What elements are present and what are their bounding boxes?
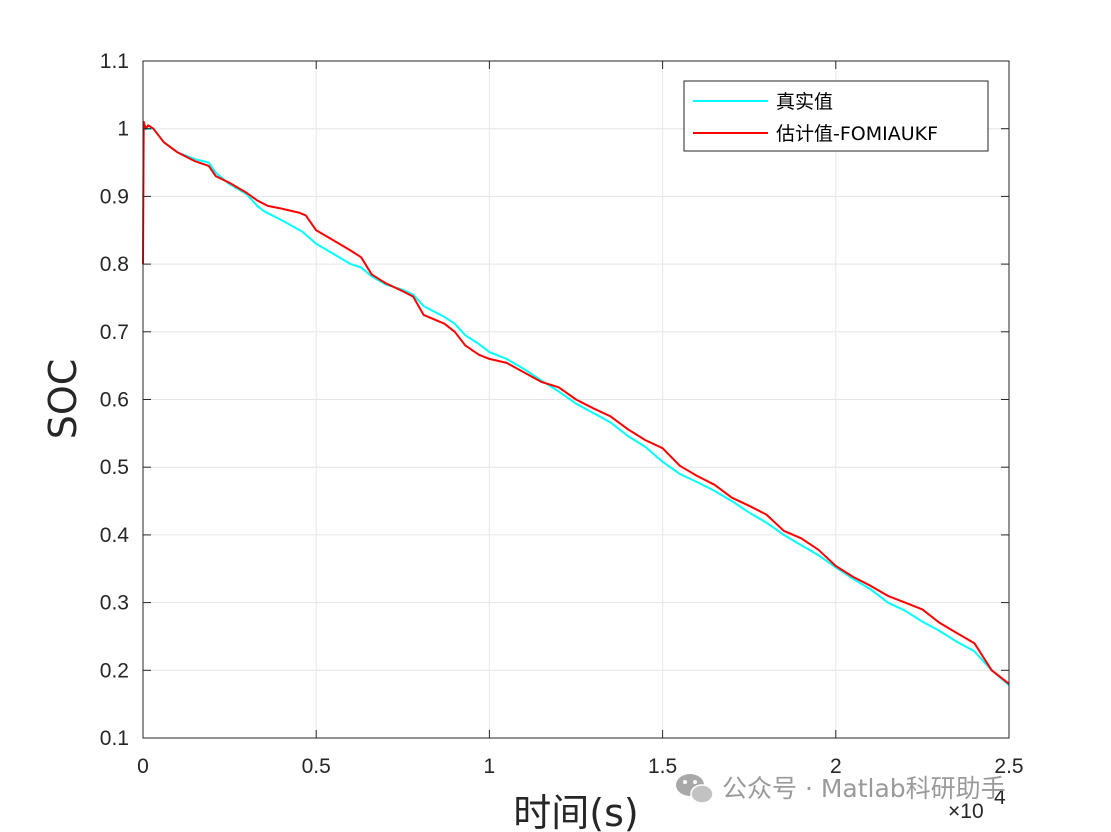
y-tick-label: 1.1 xyxy=(100,50,129,73)
y-tick-label: 0.2 xyxy=(100,659,129,682)
x-tick-label: 0.5 xyxy=(302,755,331,778)
series-line-1 xyxy=(143,127,1010,686)
y-tick-label: 0.3 xyxy=(100,592,129,615)
x-tick-label: 1.5 xyxy=(648,755,677,778)
series-lines xyxy=(142,120,1010,686)
x-tick-label: 2 xyxy=(830,755,842,778)
y-tick-label: 0.5 xyxy=(100,456,129,479)
watermark-text: 公众号 · Matlab科研助手 xyxy=(722,774,1006,803)
y-tick-label: 1 xyxy=(117,118,129,141)
x-tick-label: 0 xyxy=(137,755,149,778)
wechat-icon xyxy=(676,774,714,804)
y-axis-label: SOC xyxy=(41,359,85,440)
legend: 真实值 估计值-FOMIAUKF xyxy=(683,80,989,152)
legend-label-series-2: 估计值-FOMIAUKF xyxy=(776,123,938,145)
x-tick-label: 1 xyxy=(484,755,496,778)
tick-labels: 0 0.5 1 1.5 2 2.5 0.1 0.2 0.3 0.4 0.5 0.6 0.7 0.8 0.9 1… xyxy=(100,50,1024,778)
y-tick-label: 0.4 xyxy=(100,524,130,547)
y-tick-label: 0.7 xyxy=(100,321,129,344)
series-line-2 xyxy=(142,120,1010,685)
legend-box xyxy=(683,80,989,152)
y-tick-label: 0.9 xyxy=(100,185,129,208)
x-axis-multiplier: ×10 xyxy=(948,800,984,823)
y-tick-label: 0.1 xyxy=(100,727,129,750)
x-axis-multiplier-exponent: 4 xyxy=(994,786,1006,809)
y-tick-label: 0.8 xyxy=(100,253,129,276)
x-tick-label: 2.5 xyxy=(994,755,1023,778)
legend-label-series-1: 真实值 xyxy=(776,91,833,113)
watermark: 公众号 · Matlab科研助手 xyxy=(676,774,1006,804)
tick-marks xyxy=(142,60,1010,739)
x-axis-label: 时间(s) xyxy=(513,791,638,832)
y-tick-label: 0.6 xyxy=(100,389,129,412)
x-axis-exponent: ×10 4 xyxy=(948,786,1006,823)
